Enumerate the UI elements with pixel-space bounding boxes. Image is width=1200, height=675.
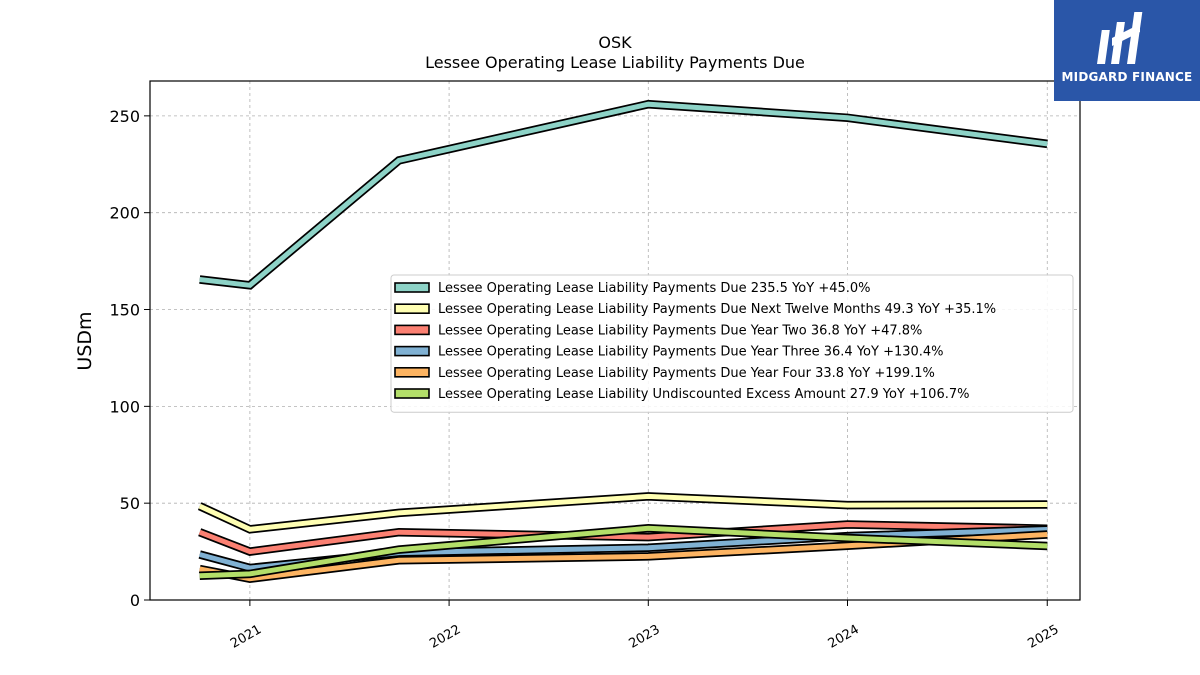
legend-entry: Lessee Operating Lease Liability Undisco… (438, 387, 969, 402)
series-fill (199, 525, 1048, 579)
legend-entry: Lessee Operating Lease Liability Payment… (438, 345, 944, 360)
y-tick-label: 150 (109, 301, 140, 320)
series-outline (199, 99, 1048, 290)
series-lines (197, 99, 1048, 584)
legend-swatch (394, 366, 430, 378)
legend-box (390, 274, 1074, 413)
y-tick-label: 50 (120, 494, 140, 513)
legend-swatch (394, 324, 430, 336)
legend-swatch (394, 303, 430, 315)
legend-swatch (394, 345, 430, 357)
x-tick-label: 2024 (826, 622, 862, 652)
x-tick-label: 2023 (626, 622, 662, 652)
x-tick-label: 2022 (427, 622, 463, 652)
legend-entry: Lessee Operating Lease Liability Payment… (438, 323, 922, 338)
x-tick-label: 2025 (1025, 622, 1061, 652)
x-tick-label: 2021 (228, 622, 264, 652)
plot-frame (149, 80, 1081, 601)
series-line-2 (197, 492, 1048, 534)
legend-swatch (394, 282, 430, 293)
series-line-4 (198, 525, 1048, 573)
series-line-6 (199, 524, 1048, 581)
series-line-1 (199, 99, 1048, 290)
y-tick-label: 0 (130, 591, 140, 610)
y-tick-label: 100 (109, 397, 140, 416)
legend-swatch (394, 388, 430, 399)
legend: Lessee Operating Lease Liability Payment… (390, 274, 1074, 413)
brand-logo: MIDGARD FINANCE (1054, 0, 1200, 101)
y-tick-label: 200 (109, 204, 140, 223)
brand-name: MIDGARD FINANCE (1061, 70, 1193, 84)
midgard-logo-icon (1097, 12, 1143, 64)
series-fill (198, 493, 1048, 532)
legend-entry: Lessee Operating Lease Liability Payment… (438, 281, 871, 296)
legend-entry: Lessee Operating Lease Liability Payment… (438, 302, 996, 317)
series-line-3 (198, 520, 1048, 556)
y-tick-label: 250 (109, 107, 140, 126)
y-axis-label: USDm (74, 311, 96, 370)
series-fill (199, 527, 1048, 571)
series-fill (199, 101, 1048, 288)
legend-entry: Lessee Operating Lease Liability Payment… (438, 366, 935, 381)
series-fill (198, 521, 1048, 555)
chart-subtitle: Lessee Operating Lease Liability Payment… (425, 53, 805, 72)
chart-title: OSK (598, 33, 632, 52)
